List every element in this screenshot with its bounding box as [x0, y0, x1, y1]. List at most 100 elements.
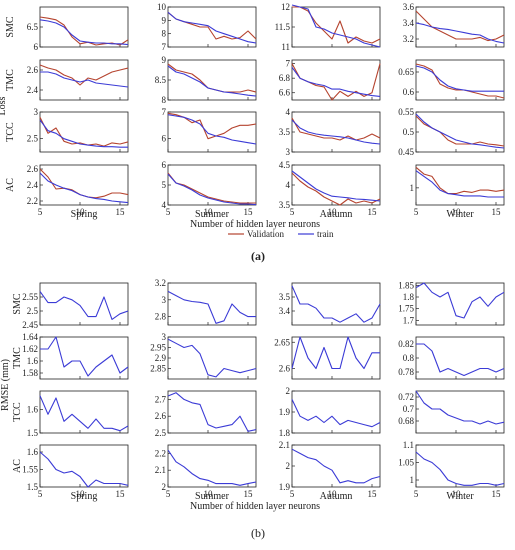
series-line-train — [167, 338, 257, 378]
series-line-validation — [39, 64, 129, 86]
series-line-train — [291, 285, 381, 323]
y-tick-label: 11.5 — [275, 22, 291, 32]
plot-frame-a-tmc-winter — [415, 59, 505, 101]
series-line-train — [167, 173, 257, 206]
y-tick-label: 0.82 — [398, 339, 414, 349]
y-tick-label: 1.55 — [22, 465, 38, 475]
plot-frame-b-tmc-autumn — [291, 336, 381, 380]
series-line-train — [416, 343, 505, 377]
series-line-train — [291, 66, 381, 97]
y-tick-label: 6 — [34, 42, 39, 52]
y-tick-label: 1.75 — [398, 304, 414, 314]
y-tick-label: 6.6 — [279, 88, 291, 98]
y-axis-label: Loss — [0, 96, 8, 115]
y-tick-label: 2.1 — [155, 465, 166, 475]
y-tick-label: 2.4 — [27, 180, 39, 190]
plot-frame-a-smc-spring — [39, 6, 129, 48]
y-tick-label: 2.4 — [27, 85, 39, 95]
y-tick-label: 0.55 — [398, 107, 414, 117]
series-line-validation — [167, 63, 257, 93]
y-tick-label: 2.5 — [155, 428, 167, 438]
plot-frame-a-tmc-spring — [39, 59, 129, 101]
y-tick-label: 0.7 — [403, 404, 415, 414]
series-line-train — [291, 336, 380, 370]
plot-frame-b-ac-winter — [415, 444, 505, 488]
plot-frame-b-tmc-summer — [167, 336, 257, 380]
y-tick-label: 1.8 — [279, 428, 291, 438]
series-line-validation — [415, 63, 505, 99]
series-line-train — [40, 71, 129, 88]
y-tick-label: 3.5 — [279, 127, 291, 137]
y-tick-label: 2 — [286, 461, 291, 471]
series-line-train — [415, 113, 505, 149]
y-tick-label: 1.5 — [27, 482, 39, 492]
y-tick-label: 4 — [286, 107, 291, 117]
plot-frame-a-smc-winter — [415, 6, 505, 48]
y-tick-label: 1.58 — [22, 368, 38, 378]
y-tick-label: 1.62 — [22, 344, 38, 354]
series-line-train — [167, 290, 256, 324]
x-tick-label: 15 — [492, 489, 502, 499]
y-tick-label: 3.6 — [403, 2, 415, 12]
row-label-tcc: TCC — [5, 122, 16, 142]
y-tick-label: 3 — [34, 107, 39, 117]
y-axis-label: RMSE (mm) — [0, 359, 11, 411]
y-tick-label: 1.85 — [398, 280, 414, 290]
y-tick-label: 2.95 — [150, 343, 166, 353]
series-line-validation — [167, 11, 257, 40]
y-tick-label: 10 — [157, 2, 167, 12]
y-tick-label: 6 — [162, 134, 167, 144]
x-tick-label: 10 — [328, 489, 338, 499]
y-tick-label: 2.85 — [150, 364, 166, 374]
y-tick-label: 6 — [162, 160, 167, 170]
x-tick-label: 5 — [166, 207, 171, 217]
y-tick-label: 0.6 — [403, 87, 415, 97]
series-line-train — [291, 119, 381, 145]
plot-frame-b-tmc-spring — [39, 336, 129, 380]
series-line-train — [291, 448, 381, 484]
y-tick-label: 2 — [286, 386, 291, 396]
y-tick-label: 4 — [162, 200, 167, 210]
plot-frame-a-smc-summer — [167, 6, 257, 48]
y-tick-label: 2.6 — [27, 65, 39, 75]
column-label-winter: Winter — [446, 209, 474, 220]
y-tick-label: 7 — [286, 59, 291, 69]
x-tick-label: 10 — [204, 207, 214, 217]
y-tick-label: 3.5 — [279, 292, 291, 302]
y-tick-label: 8 — [162, 29, 167, 39]
series-line-train — [39, 451, 129, 488]
y-tick-label: 4 — [286, 180, 291, 190]
y-tick-label: 6.5 — [27, 22, 39, 32]
x-tick-label: 10 — [328, 207, 338, 217]
y-tick-label: 1.6 — [27, 405, 39, 415]
x-axis-label: Number of hidden layer neurons — [190, 501, 320, 512]
x-axis-label: Number of hidden layer neurons — [190, 219, 320, 230]
series-line-train — [415, 282, 505, 319]
series-line-validation — [291, 117, 381, 141]
row-label-ac: AC — [5, 178, 16, 192]
y-tick-label: 1.9 — [279, 407, 291, 417]
plot-frame-b-smc-spring — [39, 282, 129, 326]
y-tick-label: 2.6 — [279, 364, 291, 374]
y-tick-label: 6.8 — [279, 73, 291, 83]
y-tick-label: 9 — [162, 15, 167, 25]
panel-label-b: (b) — [251, 526, 265, 540]
x-tick-label: 15 — [492, 207, 502, 217]
row-label-tcc: TCC — [12, 402, 23, 422]
row-label-tmc: TMC — [12, 347, 23, 369]
y-tick-label: 3 — [162, 295, 167, 305]
y-tick-label: 3.2 — [403, 34, 414, 44]
series-line-train — [291, 399, 381, 428]
plot-frame-b-tcc-spring — [39, 390, 129, 434]
row-label-smc: SMC — [5, 16, 16, 37]
x-tick-label: 10 — [452, 489, 462, 499]
row-label-tmc: TMC — [5, 69, 16, 91]
column-label-spring: Spring — [71, 491, 98, 502]
plot-frame-b-ac-summer — [167, 444, 257, 488]
row-label-ac: AC — [12, 459, 23, 473]
y-tick-label: 2.45 — [22, 320, 38, 330]
y-tick-label: 1.5 — [27, 428, 39, 438]
series-line-train — [39, 119, 128, 148]
series-line-validation — [415, 10, 505, 42]
